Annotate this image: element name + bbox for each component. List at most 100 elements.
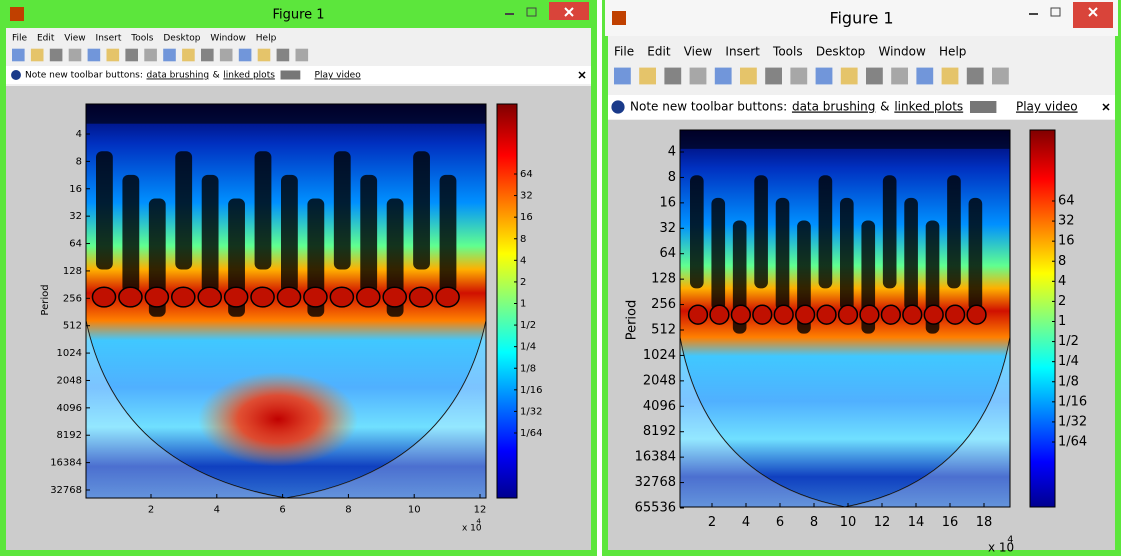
colorbar-tick-label: 1/16 bbox=[1058, 394, 1087, 409]
x-tick-label: 8 bbox=[810, 515, 818, 530]
menu-item[interactable]: Tools bbox=[772, 45, 803, 59]
note-link[interactable]: linked plots bbox=[894, 100, 963, 114]
x-tick-label: 12 bbox=[474, 505, 487, 516]
note-link[interactable]: data brushing bbox=[792, 100, 875, 114]
significance-blob bbox=[410, 287, 433, 307]
significance-blob bbox=[753, 305, 772, 324]
toolbar-button[interactable] bbox=[296, 49, 309, 62]
note-link[interactable]: data brushing bbox=[146, 71, 209, 81]
significance-blob bbox=[731, 305, 750, 324]
toolbar-button[interactable] bbox=[50, 49, 63, 62]
note-link[interactable]: Play video bbox=[1016, 100, 1078, 114]
colorbar-tick-label: 1/2 bbox=[520, 320, 536, 331]
y-tick-label: 128 bbox=[63, 266, 82, 277]
toolbar-button[interactable] bbox=[88, 49, 101, 62]
toolbar-button[interactable] bbox=[816, 68, 833, 85]
x-tick-label: 14 bbox=[908, 515, 925, 530]
toolbar-button[interactable] bbox=[107, 49, 120, 62]
toolbar-button[interactable] bbox=[182, 49, 195, 62]
menu-item[interactable]: View bbox=[64, 34, 85, 44]
window-title: Figure 1 bbox=[272, 8, 324, 23]
colorbar-tick-label: 1/8 bbox=[1058, 374, 1079, 389]
toolbar-button[interactable] bbox=[740, 68, 757, 85]
toolbar-button[interactable] bbox=[258, 49, 271, 62]
axis-exponent: 4 bbox=[1007, 535, 1013, 546]
menu-item[interactable]: Help bbox=[256, 34, 277, 44]
significance-blob bbox=[92, 287, 115, 307]
window-title: Figure 1 bbox=[829, 9, 893, 28]
toolbar-button[interactable] bbox=[12, 49, 25, 62]
y-tick-label: 512 bbox=[63, 321, 82, 332]
toolbar-button[interactable] bbox=[277, 49, 290, 62]
toolbar-button[interactable] bbox=[201, 49, 214, 62]
toolbar-button[interactable] bbox=[790, 68, 807, 85]
significance-contour bbox=[175, 151, 192, 269]
toolbar-button[interactable] bbox=[239, 49, 252, 62]
y-tick-label: 32 bbox=[69, 211, 82, 222]
toolbar-button[interactable] bbox=[916, 68, 933, 85]
colorbar-tick-label: 16 bbox=[520, 212, 533, 223]
significance-contour bbox=[947, 175, 961, 288]
toolbar-button[interactable] bbox=[891, 68, 908, 85]
y-tick-label: 8 bbox=[76, 156, 82, 167]
app-icon bbox=[612, 11, 626, 25]
toolbar-button[interactable] bbox=[125, 49, 138, 62]
y-tick-label: 256 bbox=[63, 293, 82, 304]
menu-item[interactable]: Insert bbox=[96, 34, 122, 44]
toolbar-button[interactable] bbox=[992, 68, 1009, 85]
toolbar-button[interactable] bbox=[841, 68, 858, 85]
y-tick-label: 32768 bbox=[50, 485, 82, 496]
colorbar-tick-label: 8 bbox=[520, 234, 526, 245]
colorbar-tick-label: 1/4 bbox=[520, 342, 536, 353]
menu-item[interactable]: Insert bbox=[725, 45, 760, 59]
significance-blob bbox=[774, 305, 793, 324]
significance-contour bbox=[122, 175, 139, 293]
significance-contour bbox=[202, 175, 219, 293]
x-tick-label: 10 bbox=[840, 515, 857, 530]
menu-item[interactable]: Desktop bbox=[163, 34, 200, 44]
note-link[interactable]: linked plots bbox=[223, 71, 275, 81]
toolbar-button[interactable] bbox=[967, 68, 984, 85]
menu-item[interactable]: File bbox=[12, 34, 28, 44]
toolbar-button[interactable] bbox=[690, 68, 707, 85]
menu-item[interactable]: View bbox=[684, 45, 713, 59]
significance-blob bbox=[330, 287, 353, 307]
toolbar-button[interactable] bbox=[942, 68, 959, 85]
menu-item[interactable]: Window bbox=[879, 45, 927, 59]
significance-blob bbox=[839, 305, 858, 324]
menu-item[interactable]: File bbox=[614, 45, 634, 59]
toolbar-button[interactable] bbox=[614, 68, 631, 85]
toolbar-button[interactable] bbox=[765, 68, 782, 85]
menu-item[interactable]: Tools bbox=[130, 34, 153, 44]
significance-blob bbox=[383, 287, 406, 307]
y-tick-label: 8 bbox=[668, 170, 676, 185]
toolbar-button[interactable] bbox=[31, 49, 44, 62]
toolbar-button[interactable] bbox=[144, 49, 157, 62]
toolbar-button[interactable] bbox=[664, 68, 681, 85]
menu-item[interactable]: Help bbox=[939, 45, 966, 59]
toolbar-button[interactable] bbox=[220, 49, 233, 62]
significance-blob bbox=[967, 305, 986, 324]
significance-blob bbox=[903, 305, 922, 324]
menu-item[interactable]: Window bbox=[210, 34, 246, 44]
toolbar-button[interactable] bbox=[866, 68, 883, 85]
significance-blob bbox=[119, 287, 142, 307]
colorbar-tick-label: 1/2 bbox=[1058, 334, 1079, 349]
note-link[interactable]: Play video bbox=[315, 71, 362, 81]
y-tick-label: 4096 bbox=[57, 403, 82, 414]
menu-item[interactable]: Desktop bbox=[816, 45, 866, 59]
note-text: Note new toolbar buttons: bbox=[630, 100, 787, 114]
menu-item[interactable]: Edit bbox=[37, 34, 55, 44]
toolbar-button[interactable] bbox=[69, 49, 82, 62]
x-tick-label: 10 bbox=[408, 505, 421, 516]
x-tick-label: 2 bbox=[148, 505, 154, 516]
colorbar-tick-label: 32 bbox=[1058, 214, 1075, 229]
toolbar-button[interactable] bbox=[715, 68, 732, 85]
toolbar-button[interactable] bbox=[639, 68, 656, 85]
colorbar-tick-label: 8 bbox=[1058, 254, 1066, 269]
toolbar-button[interactable] bbox=[163, 49, 176, 62]
y-tick-label: 16 bbox=[69, 184, 82, 195]
y-axis-label: Period bbox=[625, 300, 640, 341]
menu-item[interactable]: Edit bbox=[647, 45, 671, 59]
close-button[interactable] bbox=[1073, 2, 1113, 28]
